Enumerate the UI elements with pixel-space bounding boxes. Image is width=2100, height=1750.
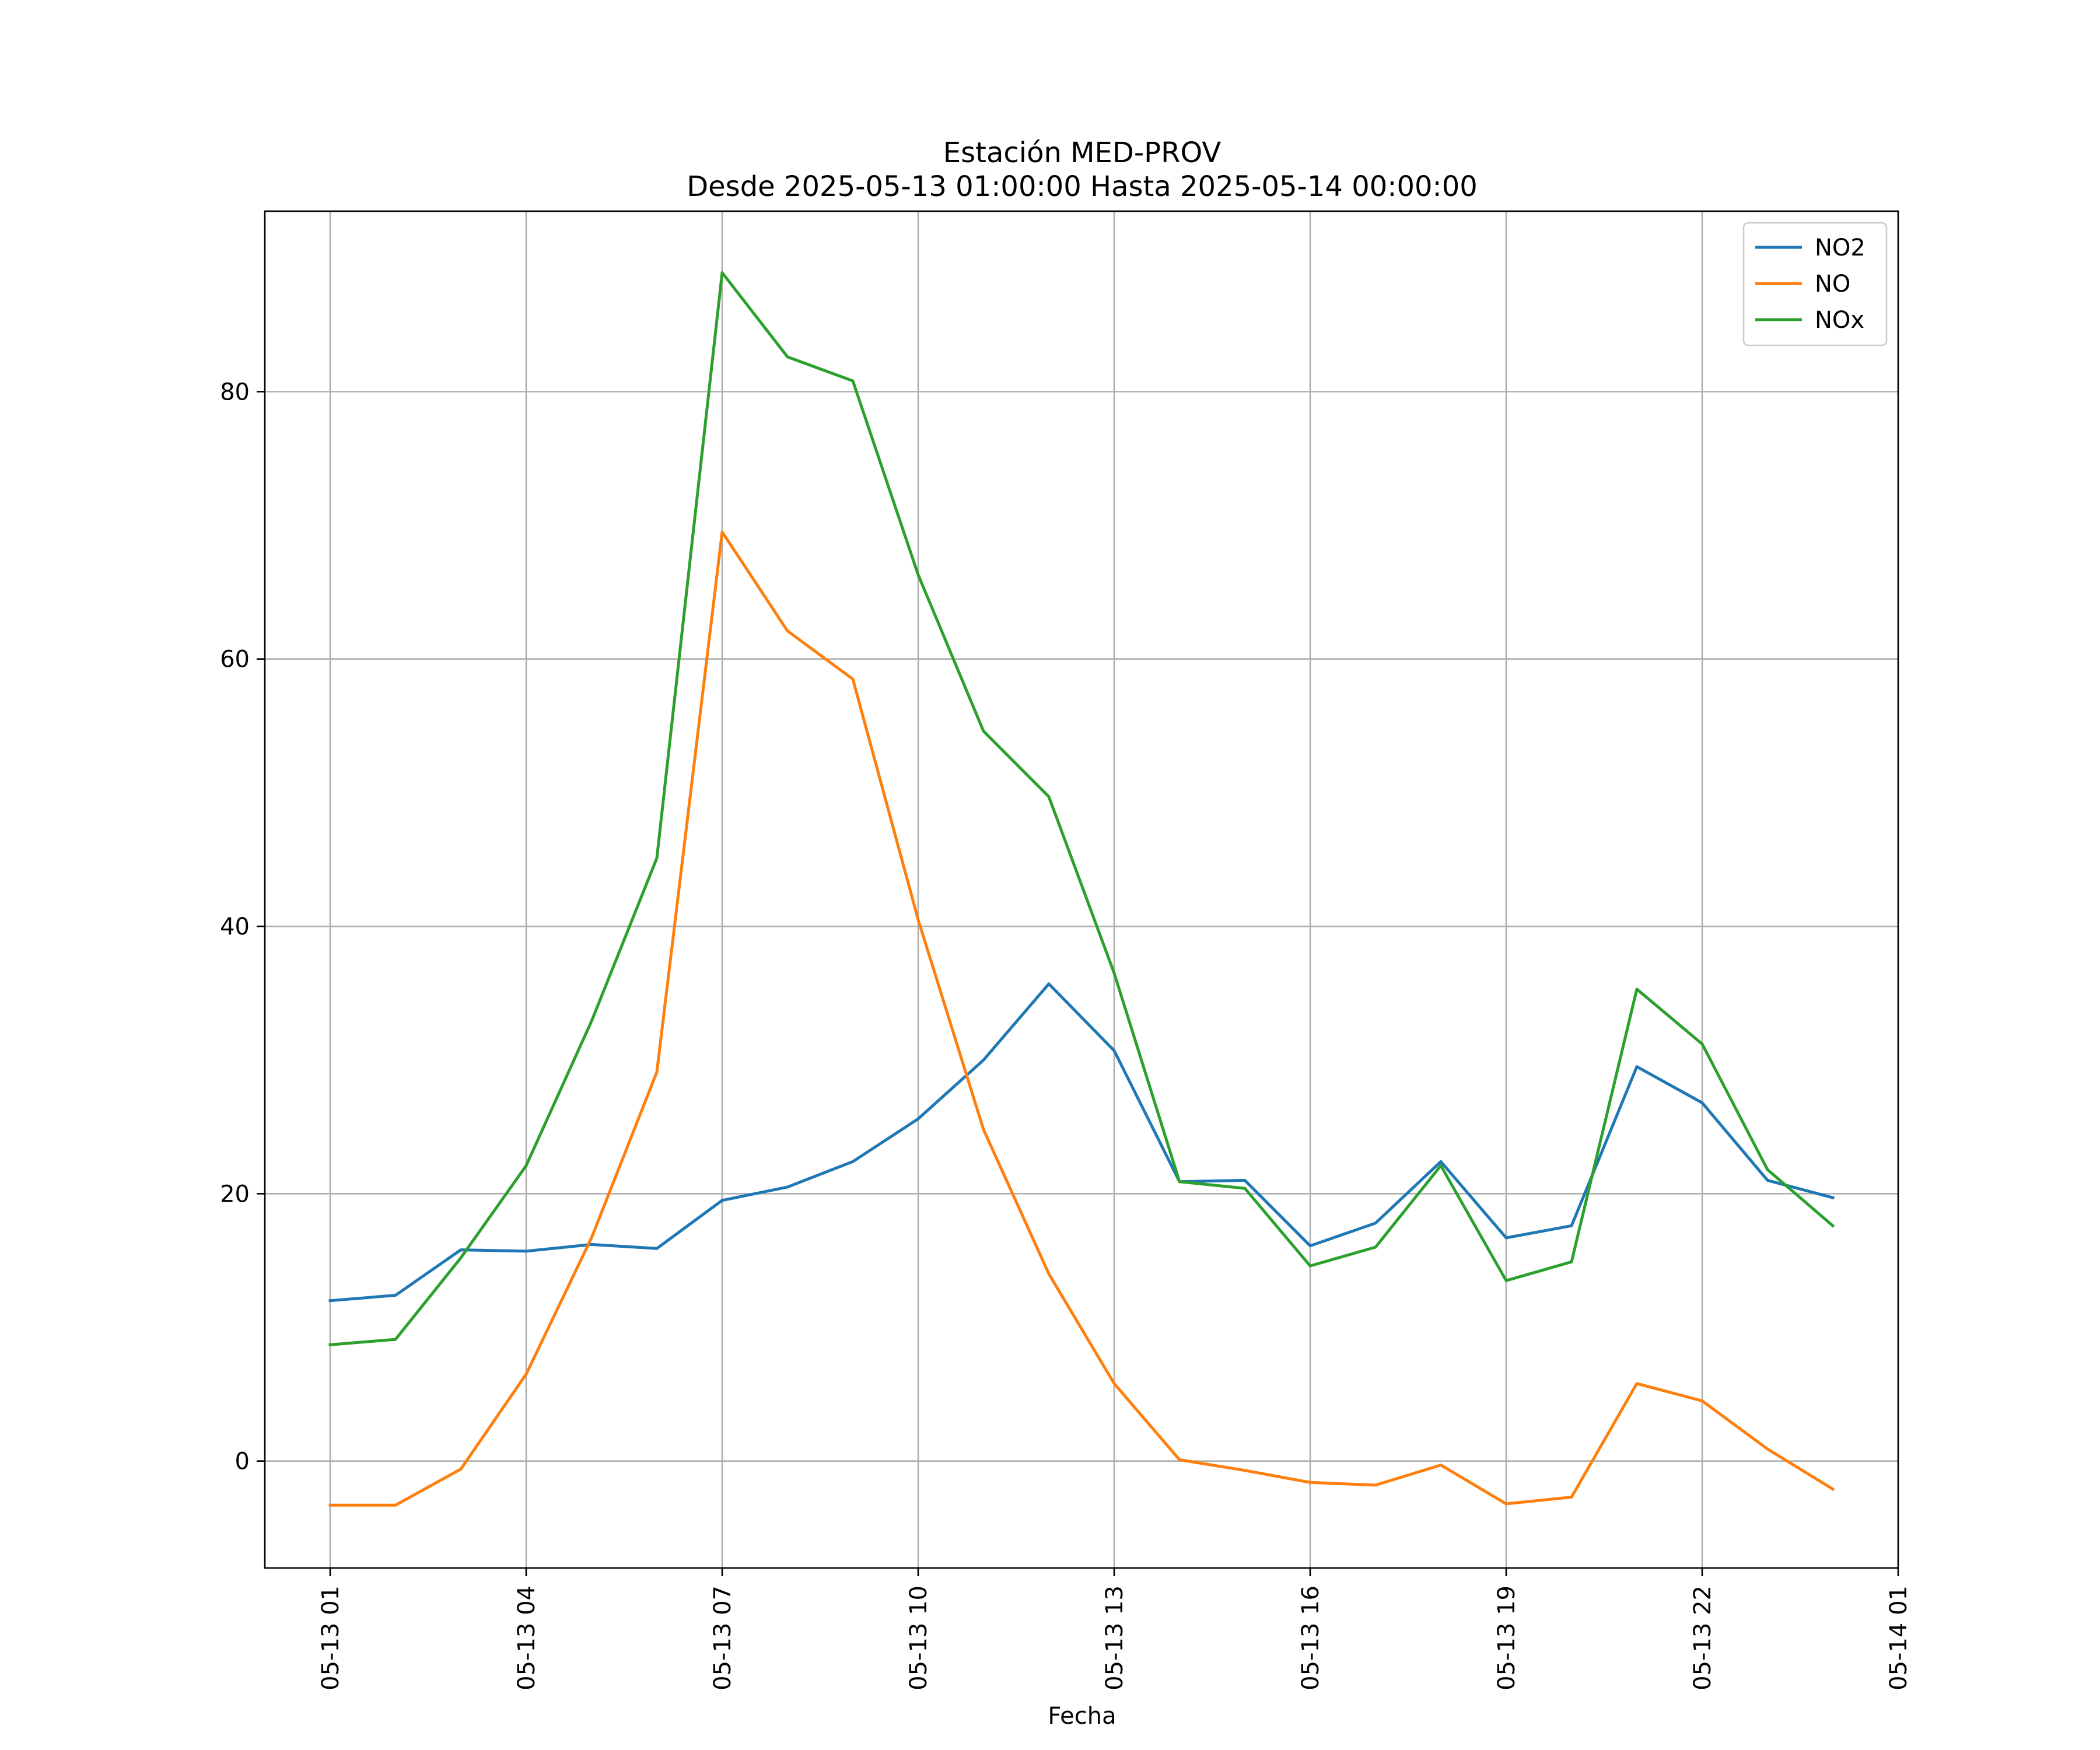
- y-tick-label: 0: [235, 1448, 250, 1475]
- plot-frame: [264, 210, 1899, 1569]
- series-line-nox: [328, 271, 1835, 1346]
- grid: [265, 211, 1899, 1568]
- series-lines: [328, 271, 1835, 1507]
- series-line-no: [328, 530, 1835, 1507]
- x-axis-label: Fecha: [1048, 1703, 1116, 1730]
- y-tick-label: 80: [220, 379, 250, 405]
- x-tick-label: 05-13 22: [1689, 1586, 1716, 1690]
- x-tick-label: 05-13 04: [513, 1586, 540, 1690]
- x-tick-label: 05-13 10: [905, 1586, 932, 1690]
- x-tick-label: 05-13 01: [317, 1586, 344, 1690]
- legend-label-no2: NO2: [1815, 235, 1866, 261]
- legend-box: [1742, 222, 1888, 346]
- x-tick-label: 05-14 01: [1885, 1586, 1912, 1690]
- legend-label-nox: NOx: [1815, 307, 1864, 334]
- chart-title: Estación MED-PROV: [943, 136, 1222, 169]
- axis-ticks: 05-13 01 05-13 04 05-13 07 05-13 10 05-13 13…: [220, 379, 1912, 1690]
- x-tick-label: 05-13 13: [1101, 1586, 1128, 1690]
- chart-subtitle: Desde 2025-05-13 01:00:00 Hasta 2025-05-…: [687, 170, 1478, 203]
- x-tick-label: 05-13 07: [709, 1586, 736, 1690]
- series-line-no2: [328, 982, 1835, 1303]
- x-tick-label: 05-13 16: [1297, 1586, 1324, 1690]
- x-tick-label: 05-13 19: [1493, 1586, 1520, 1690]
- y-tick-label: 40: [220, 914, 250, 940]
- y-tick-label: 20: [220, 1181, 250, 1208]
- y-tick-label: 60: [220, 646, 250, 673]
- legend-label-no: NO: [1815, 271, 1850, 298]
- legend: NO2 NO NOx: [1742, 222, 1888, 346]
